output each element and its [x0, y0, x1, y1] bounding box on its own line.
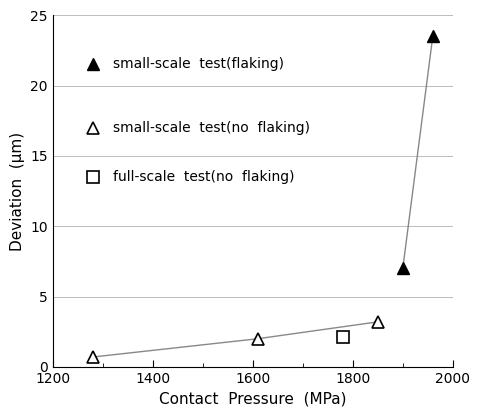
- Text: small-scale  test(flaking): small-scale test(flaking): [113, 57, 284, 72]
- Text: full-scale  test(no  flaking): full-scale test(no flaking): [113, 170, 294, 184]
- X-axis label: Contact  Pressure  (MPa): Contact Pressure (MPa): [159, 391, 347, 406]
- Y-axis label: Deviation  (μm): Deviation (μm): [10, 131, 25, 250]
- Text: small-scale  test(no  flaking): small-scale test(no flaking): [113, 121, 310, 135]
